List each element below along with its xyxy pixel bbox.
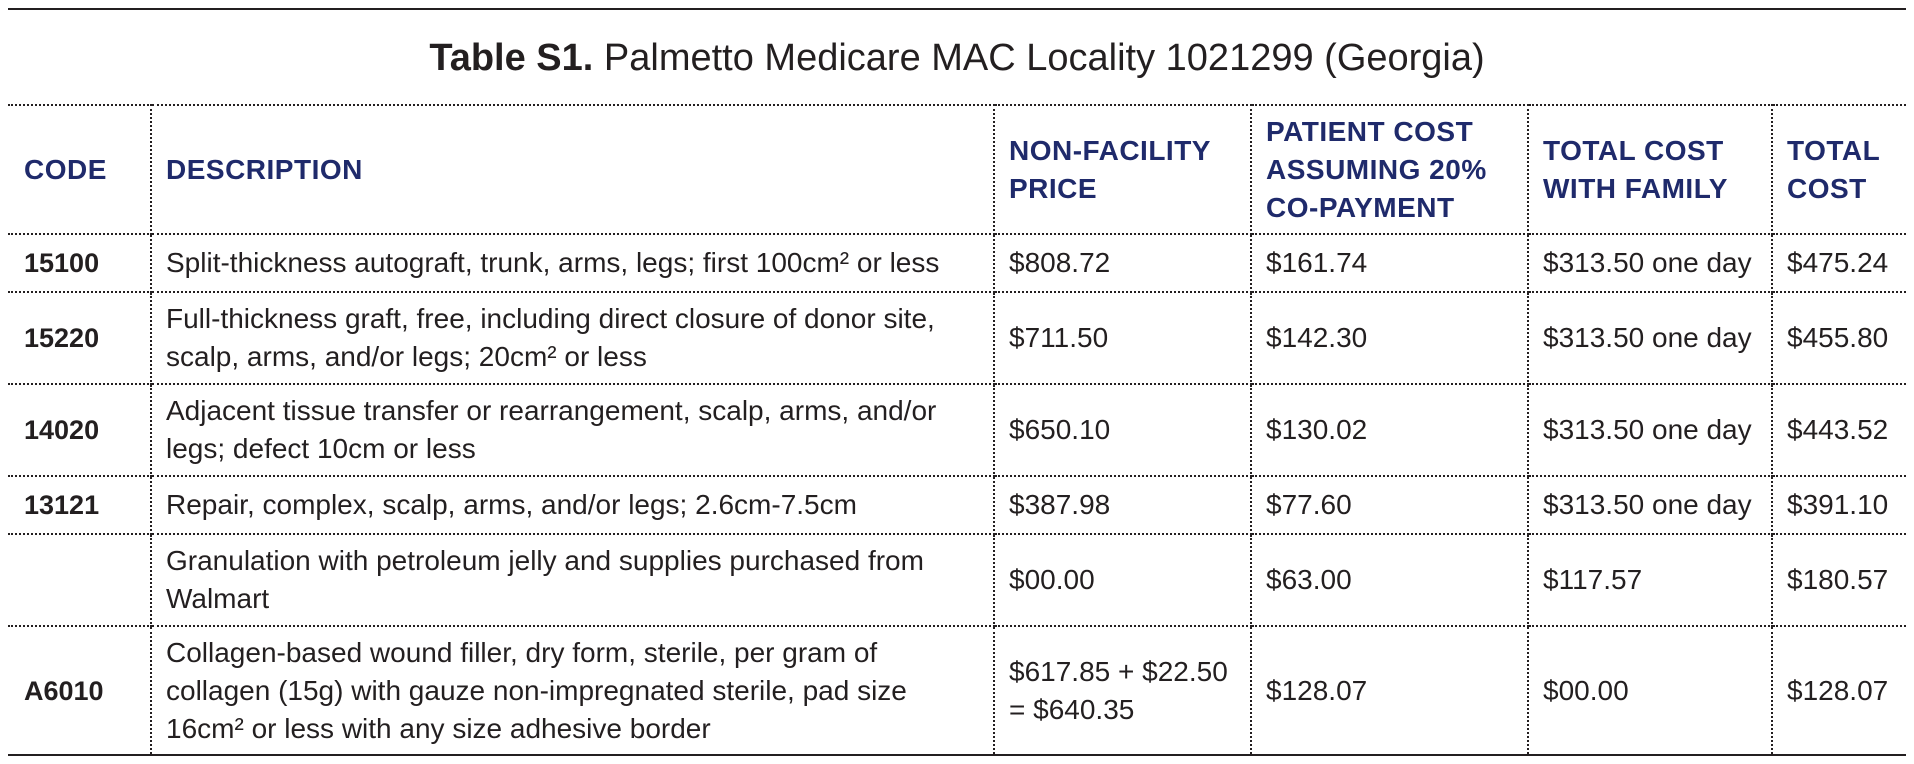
patient-cost-cell: $77.60	[1250, 475, 1529, 535]
non-facility-price-cell: $711.50	[993, 291, 1252, 385]
column-header-description: DESCRIPTION	[150, 104, 995, 235]
table-row: Granulation with petroleum jelly and sup…	[8, 533, 1906, 627]
total-cost-with-family-cell: $313.50 one day	[1527, 383, 1773, 477]
column-header-total-cost-with-family: TOTAL COST WITH FAMILY	[1527, 104, 1773, 235]
column-header-non-facility-price: NON-FACILITY PRICE	[993, 104, 1252, 235]
code-cell: 15220	[8, 291, 152, 385]
total-cost-cell: $443.52	[1771, 383, 1906, 477]
non-facility-price-cell: $617.85 + $22.50 = $640.35	[993, 625, 1252, 756]
total-cost-with-family-cell: $313.50 one day	[1527, 291, 1773, 385]
total-cost-with-family-cell: $00.00	[1527, 625, 1773, 756]
total-cost-with-family-cell: $313.50 one day	[1527, 233, 1773, 293]
column-header-total-cost: TOTAL COST	[1771, 104, 1906, 235]
table-row: 15220 Full-thickness graft, free, includ…	[8, 291, 1906, 385]
table-row: 14020 Adjacent tissue transfer or rearra…	[8, 383, 1906, 477]
patient-cost-cell: $63.00	[1250, 533, 1529, 627]
table-title: Table S1. Palmetto Medicare MAC Locality…	[0, 34, 1914, 82]
code-cell: 13121	[8, 475, 152, 535]
total-cost-with-family-cell: $117.57	[1527, 533, 1773, 627]
column-header-patient-cost: PATIENT COST ASSUMING 20% CO-PAYMENT	[1250, 104, 1529, 235]
description-cell: Adjacent tissue transfer or rearrangemen…	[150, 383, 995, 477]
description-cell: Repair, complex, scalp, arms, and/or leg…	[150, 475, 995, 535]
patient-cost-cell: $128.07	[1250, 625, 1529, 756]
total-cost-cell: $475.24	[1771, 233, 1906, 293]
code-cell: A6010	[8, 625, 152, 756]
top-rule	[8, 8, 1906, 10]
table-row: A6010 Collagen-based wound filler, dry f…	[8, 625, 1906, 756]
table-title-label: Table S1.	[429, 37, 594, 79]
non-facility-price-cell: $808.72	[993, 233, 1252, 293]
description-cell: Granulation with petroleum jelly and sup…	[150, 533, 995, 627]
non-facility-price-cell: $650.10	[993, 383, 1252, 477]
total-cost-cell: $128.07	[1771, 625, 1906, 756]
column-header-code: CODE	[8, 104, 152, 235]
table-title-text: Palmetto Medicare MAC Locality 1021299 (…	[603, 37, 1485, 79]
non-facility-price-cell: $00.00	[993, 533, 1252, 627]
non-facility-price-cell: $387.98	[993, 475, 1252, 535]
table-row: 13121 Repair, complex, scalp, arms, and/…	[8, 475, 1906, 535]
table-header-row: CODE DESCRIPTION NON-FACILITY PRICE PATI…	[8, 104, 1906, 235]
patient-cost-cell: $161.74	[1250, 233, 1529, 293]
total-cost-cell: $455.80	[1771, 291, 1906, 385]
patient-cost-cell: $130.02	[1250, 383, 1529, 477]
code-cell: 15100	[8, 233, 152, 293]
cost-table: CODE DESCRIPTION NON-FACILITY PRICE PATI…	[8, 104, 1906, 756]
description-cell: Full-thickness graft, free, including di…	[150, 291, 995, 385]
total-cost-with-family-cell: $313.50 one day	[1527, 475, 1773, 535]
description-cell: Collagen-based wound filler, dry form, s…	[150, 625, 995, 756]
code-cell	[8, 533, 152, 627]
patient-cost-cell: $142.30	[1250, 291, 1529, 385]
total-cost-cell: $391.10	[1771, 475, 1906, 535]
table-row: 15100 Split-thickness autograft, trunk, …	[8, 233, 1906, 293]
total-cost-cell: $180.57	[1771, 533, 1906, 627]
code-cell: 14020	[8, 383, 152, 477]
description-cell: Split-thickness autograft, trunk, arms, …	[150, 233, 995, 293]
